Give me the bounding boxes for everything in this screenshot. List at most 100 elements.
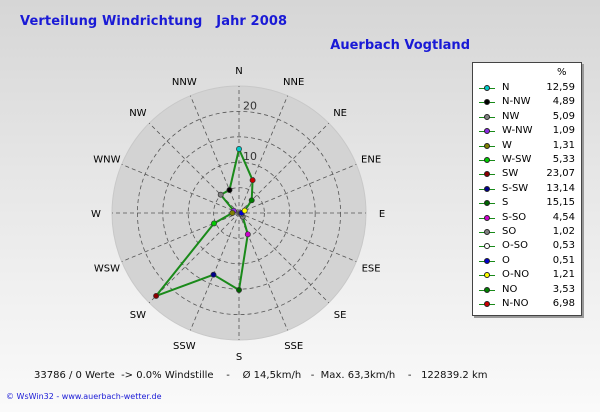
compass-label-w: W — [91, 209, 101, 220]
legend-value: 1,09 — [552, 125, 575, 137]
legend-item-w-nw: W-NW 1,09 — [473, 125, 581, 138]
legend-label: O — [502, 254, 510, 266]
legend-item-nw: NW 5,09 — [473, 111, 581, 124]
compass-label-nw: NW — [129, 108, 146, 119]
legend-value: 13,14 — [546, 182, 575, 194]
data-point-o-no — [241, 207, 248, 214]
spoke-ese — [238, 212, 357, 262]
legend-value: 12,59 — [546, 82, 575, 93]
legend-marker — [484, 286, 490, 293]
spoke-ne — [238, 122, 330, 214]
ring-5 — [213, 187, 265, 239]
compass-label-ssw: SSW — [173, 341, 196, 352]
legend-label: SW — [502, 168, 519, 180]
legend-marker — [484, 185, 490, 192]
compass-label-nne: NNE — [283, 77, 304, 88]
legend-marker — [484, 257, 490, 264]
ring-tick-label-20: 20 — [243, 99, 257, 112]
legend-value: 0,51 — [552, 254, 575, 266]
legend-marker — [484, 99, 490, 106]
legend-marker — [484, 243, 490, 250]
legend-label: N — [502, 82, 510, 93]
compass-label-sw: SW — [130, 310, 146, 321]
legend-label: S — [502, 197, 509, 209]
legend-label: SO — [502, 226, 517, 237]
legend-marker — [484, 200, 490, 207]
legend-value: 15,15 — [546, 197, 575, 209]
chart-title: Verteilung Windrichtung Jahr 2008 — [20, 14, 288, 29]
data-point-no — [248, 197, 255, 204]
legend-label: S-SO — [502, 211, 527, 223]
spoke-se — [238, 212, 330, 304]
legend-value: 4,89 — [552, 96, 575, 108]
compass-label-se: SE — [334, 310, 347, 321]
legend-label: N-NO — [502, 298, 529, 309]
legend-item-sw: SW 23,07 — [473, 168, 581, 181]
data-point-nw — [217, 191, 224, 198]
legend-marker — [484, 229, 490, 235]
legend-marker — [484, 128, 490, 135]
compass-label-sse: SSE — [284, 341, 303, 352]
footer-credit: © WsWin32 - www.auerbach-wetter.de — [6, 392, 162, 401]
data-point-n-nw — [226, 187, 233, 193]
legend-marker — [484, 142, 490, 149]
compass-label-e: E — [379, 209, 385, 220]
legend-marker — [484, 272, 490, 279]
legend-value: 4,54 — [552, 211, 575, 223]
compass-label-ene: ENE — [361, 154, 381, 165]
compass-label-n: N — [235, 66, 242, 77]
data-point-w-sw — [211, 220, 217, 227]
spoke-wnw — [121, 164, 240, 214]
spoke-ene — [238, 164, 357, 214]
compass-label-s: S — [236, 352, 242, 363]
legend-marker — [484, 113, 490, 120]
legend-label: W-SW — [502, 154, 532, 165]
legend-marker — [484, 85, 490, 91]
data-point-s-so — [244, 231, 251, 238]
legend-label: O-SO — [502, 240, 528, 252]
spoke-sw — [148, 212, 240, 304]
compass-label-wnw: WNW — [93, 154, 120, 165]
legend-label: O-NO — [502, 269, 530, 281]
legend-value: 1,21 — [552, 269, 575, 281]
data-point-s-sw — [210, 271, 217, 278]
legend-item-s-sw: S-SW 13,14 — [473, 183, 581, 196]
legend: % N 12,59 N-NW 4,89 NW 5,09 W-NW 1,09 W 1,31 W-SW 5… — [472, 62, 582, 316]
legend-item-no: NO 3,53 — [473, 284, 581, 297]
legend-item-o-so: O-SO 0,53 — [473, 240, 581, 253]
data-point-s — [236, 287, 242, 293]
legend-label: W — [502, 139, 512, 151]
legend-label: N-NW — [502, 96, 531, 108]
compass-label-wsw: WSW — [94, 264, 120, 275]
legend-value: 6,98 — [552, 298, 575, 309]
data-point-sw — [153, 292, 160, 299]
legend-value: 1,31 — [552, 139, 575, 151]
legend-item-s-so: S-SO 4,54 — [473, 212, 581, 225]
legend-item-w-sw: W-SW 5,33 — [473, 154, 581, 167]
compass-label-nnw: NNW — [172, 77, 197, 88]
legend-label: NW — [502, 110, 520, 122]
legend-marker — [484, 214, 490, 221]
spoke-ssw — [190, 212, 240, 331]
data-point-w — [229, 210, 236, 216]
legend-marker — [484, 157, 490, 163]
spoke-nne — [238, 95, 288, 214]
footer-stats: 33786 / 0 Werte -> 0.0% Windstille - Ø 1… — [34, 370, 488, 381]
location-label: Auerbach Vogtland — [330, 38, 470, 53]
data-point-n — [236, 146, 242, 152]
legend-item-o-no: O-NO 1,21 — [473, 269, 581, 282]
legend-item-w: W 1,31 — [473, 140, 581, 153]
legend-value: 0,53 — [552, 240, 575, 252]
legend-value: 1,02 — [552, 226, 575, 237]
legend-label: W-NW — [502, 125, 533, 137]
legend-value: 3,53 — [552, 283, 575, 295]
legend-marker — [484, 171, 490, 178]
legend-item-s: S 15,15 — [473, 197, 581, 210]
legend-value: 5,33 — [552, 154, 575, 165]
legend-label: NO — [502, 283, 518, 295]
legend-item-o: O 0,51 — [473, 255, 581, 268]
legend-item-n: N 12,59 — [473, 82, 581, 95]
legend-marker — [484, 301, 490, 307]
data-point-n-no — [249, 177, 256, 184]
